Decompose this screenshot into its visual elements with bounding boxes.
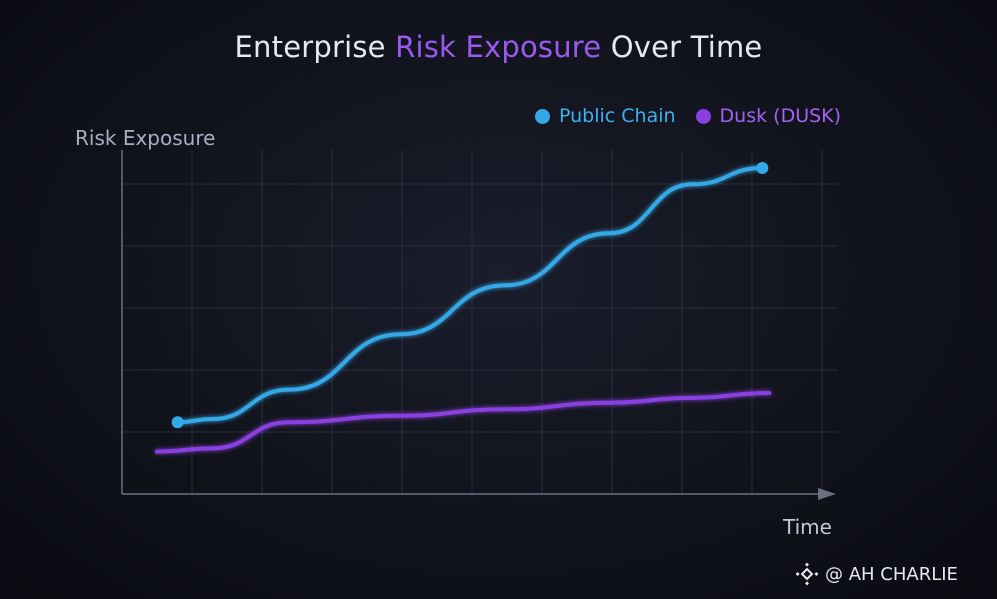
legend-marker-public-chain bbox=[535, 108, 550, 124]
legend-marker-dusk bbox=[695, 108, 711, 124]
x-axis-label: Time bbox=[783, 515, 832, 539]
chart-title: Enterprise Risk Exposure Over Time bbox=[0, 30, 997, 64]
binance-logo-icon bbox=[795, 562, 819, 586]
series-point-end-public-chain bbox=[756, 162, 769, 174]
watermark: @ AH CHARLIE bbox=[795, 562, 958, 586]
chart-legend: Public Chain Dusk (DUSK) bbox=[535, 105, 861, 127]
title-part-3: Over Time bbox=[601, 30, 763, 64]
legend-label-public-chain: Public Chain bbox=[559, 105, 676, 127]
series-line-dusk-dusk bbox=[154, 390, 772, 454]
watermark-text: @ AH CHARLIE bbox=[825, 563, 958, 585]
x-axis-arrow-icon bbox=[818, 488, 836, 500]
legend-item-dusk: Dusk (DUSK) bbox=[695, 105, 842, 127]
legend-label-dusk: Dusk (DUSK) bbox=[719, 105, 842, 127]
series-point-start-public-chain bbox=[171, 416, 184, 429]
legend-item-public-chain: Public Chain bbox=[535, 105, 676, 127]
title-part-1: Enterprise bbox=[234, 30, 396, 64]
title-part-accent: Risk Exposure bbox=[395, 30, 602, 64]
y-axis-label: Risk Exposure bbox=[75, 126, 216, 150]
series-line-public-chain bbox=[175, 166, 765, 425]
